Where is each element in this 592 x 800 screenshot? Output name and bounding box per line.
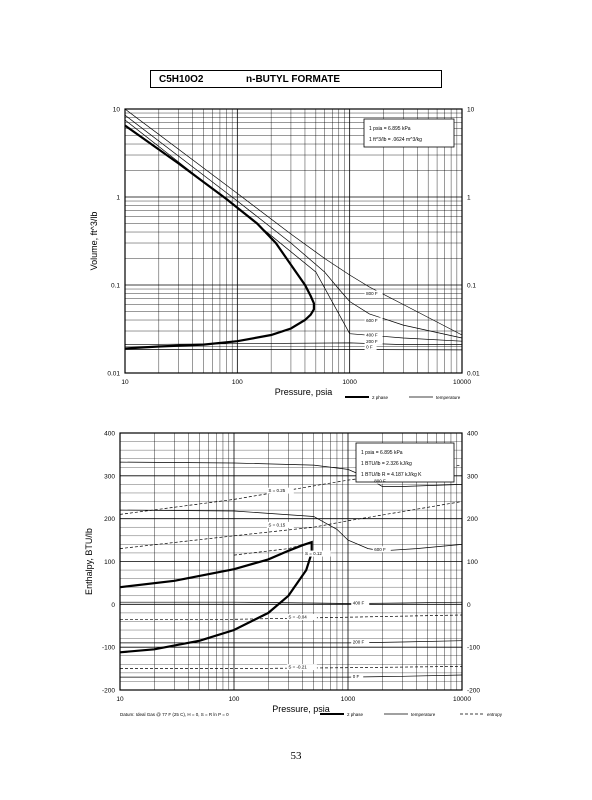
- x-tick-label: 10: [121, 379, 129, 386]
- series-400-f: [124, 119, 463, 342]
- legend-label: temperature: [411, 712, 436, 717]
- y-tick-label-right: -200: [467, 688, 480, 695]
- series-600-f: [119, 509, 463, 552]
- curve-label: S = -0.04: [288, 614, 307, 619]
- curve-label-bg: [364, 331, 383, 338]
- curve-label-bg: [351, 673, 364, 680]
- y-tick-label: 400: [104, 431, 115, 438]
- series-200-f: [120, 640, 463, 644]
- y-tick-label-right: 200: [467, 516, 478, 523]
- x-tick-label: 10000: [453, 696, 471, 703]
- curve-label: 200 F: [366, 339, 378, 344]
- curve-label-bg: [351, 599, 370, 606]
- curve-label-bg: [266, 487, 294, 494]
- curve-label-bg: [364, 290, 383, 297]
- y-tick-label: 0.1: [111, 283, 120, 290]
- datum-note: Datum: Ideal Gas @ 77 F (25 C), H = 0, S…: [120, 712, 229, 717]
- plot-frame: [119, 432, 463, 691]
- y-tick-label-right: 0.1: [467, 283, 476, 290]
- y-axis-label: Enthalpy, BTU/lb: [84, 528, 94, 595]
- series-200-f: [124, 342, 462, 345]
- curve-label-bg: [286, 613, 317, 620]
- y-tick-label-right: 0.01: [467, 371, 480, 378]
- legend-label: 2 phase: [347, 712, 364, 717]
- y-tick-label-right: 100: [467, 559, 478, 566]
- conversion-box-line: 1 BTU/lb R = 4.187 kJ/kg K: [361, 472, 422, 478]
- y-axis-label: Volume, ft^3/lb: [89, 212, 99, 271]
- curve-label-bg: [303, 550, 331, 557]
- conversion-box: [363, 118, 455, 148]
- conversion-box-line: 1 psia = 6.895 kPa: [361, 450, 403, 456]
- series-0-f: [120, 674, 463, 678]
- y-tick-label: 100: [104, 559, 115, 566]
- legend-label: 2 phase: [372, 395, 389, 400]
- compound-name: n-BUTYL FORMATE: [246, 74, 341, 85]
- legend-label: entropy: [487, 712, 503, 717]
- page-number: 53: [290, 750, 302, 762]
- y-tick-label-right: 300: [467, 473, 478, 480]
- series-s-0-12: [233, 541, 312, 556]
- conversion-box-line: 1 ft^3/lb = .0624 m^3/kg: [369, 137, 422, 143]
- series-800-f: [124, 108, 463, 336]
- x-axis-label: Pressure, psia: [272, 704, 330, 714]
- series-600-f: [124, 114, 463, 339]
- curve-label-bg: [364, 338, 383, 345]
- y-tick-label: 10: [113, 107, 121, 114]
- curve-label: S = 0.15: [268, 522, 285, 527]
- curve-label: 800 F: [366, 291, 378, 296]
- curve-label: 600 F: [366, 318, 378, 323]
- curve-label: 400 F: [366, 332, 378, 337]
- curve-label: 800 F: [374, 478, 386, 483]
- curve-label: 200 F: [353, 640, 365, 645]
- y-tick-label: -100: [102, 645, 115, 652]
- x-tick-label: 1000: [342, 379, 357, 386]
- series-2-phase: [124, 124, 315, 350]
- y-tick-label: 300: [104, 473, 115, 480]
- y-tick-label-right: 1: [467, 195, 471, 202]
- curve-label: S = 0.12: [305, 551, 322, 556]
- series-2-phase: [119, 540, 313, 654]
- series-400-f: [120, 601, 463, 604]
- curve-label: 0 F: [366, 344, 373, 349]
- curve-label-bg: [372, 546, 391, 553]
- x-tick-label: 10000: [453, 379, 471, 386]
- y-tick-label: -200: [102, 688, 115, 695]
- curve-label: S = -0.21: [288, 665, 307, 670]
- curve-label: S = 0.25: [268, 488, 285, 493]
- curve-label: 600 F: [374, 547, 386, 552]
- curve-label-bg: [364, 317, 383, 324]
- chart-2: [119, 432, 484, 715]
- curve-label: 400 F: [353, 600, 365, 605]
- conversion-box-line: 1 psia = 6.895 kPa: [369, 126, 411, 132]
- x-axis-label: Pressure, psia: [275, 387, 333, 397]
- x-tick-label: 100: [232, 379, 243, 386]
- curve-label-bg: [266, 521, 294, 528]
- conversion-box-line: 1 BTU/lb = 2.326 kJ/kg: [361, 461, 412, 467]
- y-tick-label-right: -100: [467, 645, 480, 652]
- y-tick-label: 0.01: [107, 371, 120, 378]
- x-tick-label: 10: [116, 696, 124, 703]
- legend-label: temperature: [436, 395, 461, 400]
- series-s-0-15: [119, 501, 463, 549]
- curve-label-bg: [351, 639, 370, 646]
- chart-title-box: C5H10O2 n-BUTYL FORMATE: [150, 70, 442, 88]
- chemical-formula: C5H10O2: [159, 74, 204, 85]
- x-tick-label: 100: [229, 696, 240, 703]
- y-tick-label: 1: [116, 195, 120, 202]
- y-tick-label-right: 0: [467, 602, 471, 609]
- x-tick-label: 1000: [341, 696, 356, 703]
- plot-frame: [124, 108, 463, 374]
- curve-label-bg: [286, 664, 317, 671]
- y-tick-label-right: 400: [467, 431, 478, 438]
- curve-label: 0 F: [353, 674, 360, 679]
- y-tick-label: 200: [104, 516, 115, 523]
- y-tick-label: 0: [111, 602, 115, 609]
- curve-label-bg: [364, 343, 377, 350]
- y-tick-label-right: 10: [467, 107, 475, 114]
- chart-1: [124, 108, 463, 398]
- conversion-box: [355, 442, 455, 483]
